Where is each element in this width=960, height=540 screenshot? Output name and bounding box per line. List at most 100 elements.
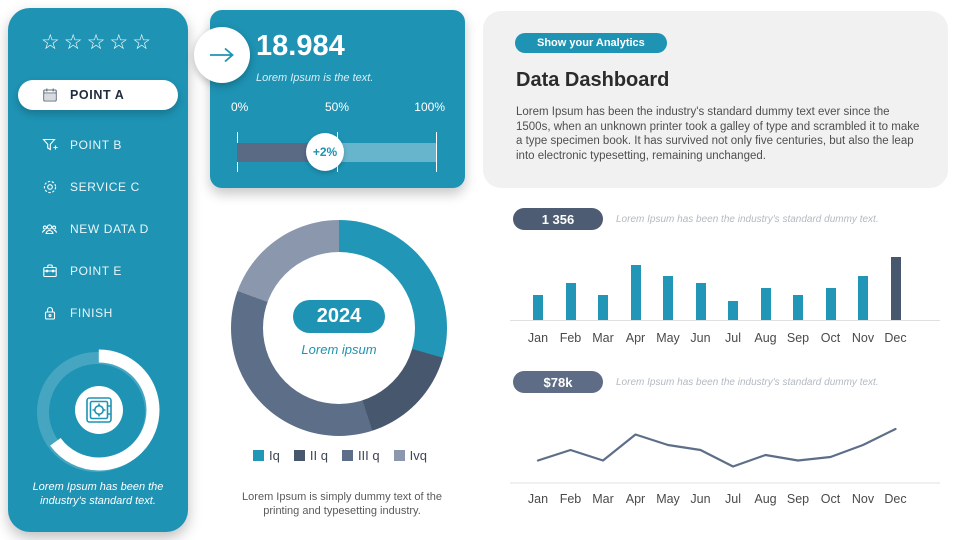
gear-icon xyxy=(41,179,58,196)
tick-100 xyxy=(436,132,437,172)
scale-label-100: 100% xyxy=(414,100,445,114)
users-icon xyxy=(41,221,58,238)
sidebar-item-service-c[interactable]: SERVICE C xyxy=(8,166,188,208)
x-label-oct: Oct xyxy=(820,492,841,506)
sidebar-item-point-a[interactable]: POINT A xyxy=(18,80,178,110)
x-label-apr: Apr xyxy=(625,331,646,345)
sidebar-item-new-data-d[interactable]: NEW DATA D xyxy=(8,208,188,250)
x-label-aug: Aug xyxy=(754,331,777,345)
kpi-caption: Lorem Ipsum is the text. xyxy=(256,72,374,84)
sidebar: ☆☆☆☆☆ POINT A POINT B SERVICE C NEW DATA D P… xyxy=(8,8,188,532)
donut-caption: Lorem Ipsum is simply dummy text of the … xyxy=(242,491,442,517)
progress-bar: +2% xyxy=(237,132,437,172)
bar-apr xyxy=(630,265,641,320)
legend-label: III q xyxy=(357,448,380,463)
sidebar-item-finish[interactable]: FINISH xyxy=(8,292,188,334)
donut-chart: 2024 Lorem ipsum xyxy=(231,220,447,436)
legend-label: Iq xyxy=(269,448,280,463)
sidebar-footer-note: Lorem Ipsum has been the industry's stan… xyxy=(32,481,164,507)
sidebar-item-label: POINT A xyxy=(70,88,125,102)
bar-aug xyxy=(760,288,771,320)
donut-center: 2024 Lorem ipsum xyxy=(263,252,415,404)
legend-item: II q xyxy=(293,448,328,463)
legend-swatch xyxy=(393,450,405,461)
x-label-dec: Dec xyxy=(884,331,907,345)
sidebar-item-point-b[interactable]: POINT B xyxy=(8,124,188,166)
stat-badge-amount: $78k xyxy=(513,371,603,393)
arrow-right-button[interactable] xyxy=(194,27,250,83)
x-label-may: May xyxy=(656,331,680,345)
bar-chart xyxy=(510,257,940,321)
donut-legend: Iq II q III q Ivq xyxy=(240,448,440,463)
lock-icon xyxy=(41,305,58,322)
legend-item: Iq xyxy=(253,448,280,463)
sidebar-item-label: POINT B xyxy=(70,138,122,152)
x-label-jul: Jul xyxy=(725,331,741,345)
x-label-oct: Oct xyxy=(820,331,841,345)
sidebar-item-label: NEW DATA D xyxy=(70,222,149,236)
sidebar-item-label: SERVICE C xyxy=(70,180,140,194)
rating-stars: ☆☆☆☆☆ xyxy=(40,31,156,54)
kpi-value: 18.984 xyxy=(256,30,345,62)
x-label-jul: Jul xyxy=(725,492,741,506)
x-label-nov: Nov xyxy=(851,492,875,506)
bar-mar xyxy=(598,295,608,320)
donut-year-pill: 2024 xyxy=(292,299,386,333)
x-label-dec: Dec xyxy=(884,492,907,506)
legend-label: Ivq xyxy=(409,448,427,463)
progress-scale-labels: 0% 50% 100% xyxy=(231,100,445,114)
donut-center-caption: Lorem ipsum xyxy=(301,341,377,357)
stat-caption-count: Lorem Ipsum has been the industry's stan… xyxy=(616,214,879,225)
safe-progress-graphic xyxy=(37,349,160,472)
x-label-jan: Jan xyxy=(527,331,549,345)
arrow-right-icon xyxy=(210,47,234,63)
bar-jan xyxy=(533,295,543,320)
legend-swatch xyxy=(253,450,265,461)
progress-change-badge: +2% xyxy=(306,133,344,171)
legend-item: III q xyxy=(341,448,380,463)
x-label-jun: Jun xyxy=(690,331,711,345)
x-label-mar: Mar xyxy=(592,331,614,345)
page-title: Data Dashboard xyxy=(516,69,670,91)
sidebar-item-point-e[interactable]: POINT E xyxy=(8,250,188,292)
legend-swatch xyxy=(341,450,353,461)
legend-label: II q xyxy=(309,448,328,463)
briefcase-icon xyxy=(41,263,58,280)
x-label-jan: Jan xyxy=(527,492,549,506)
filter-icon xyxy=(41,137,58,154)
bar-nov xyxy=(858,276,868,320)
x-label-feb: Feb xyxy=(559,331,582,345)
show-analytics-button[interactable]: Show your Analytics xyxy=(515,33,667,53)
bar-dec xyxy=(890,257,901,320)
scale-label-50: 50% xyxy=(324,100,350,114)
line-series xyxy=(536,427,897,468)
legend-swatch xyxy=(293,450,305,461)
bar-chart-x-labels: Jan Feb Mar Apr May Jun Jul Aug Sep Oct Nov Dec xyxy=(510,331,940,347)
x-label-may: May xyxy=(656,492,680,506)
x-label-apr: Apr xyxy=(625,492,646,506)
safe-icon xyxy=(86,397,112,423)
stat-caption-amount: Lorem Ipsum has been the industry's stan… xyxy=(616,377,879,388)
x-label-nov: Nov xyxy=(851,331,875,345)
bar-oct xyxy=(825,288,836,320)
page-description: Lorem Ipsum has been the industry's stan… xyxy=(516,106,920,162)
x-label-sep: Sep xyxy=(786,331,810,345)
bar-may xyxy=(663,276,673,320)
x-label-feb: Feb xyxy=(559,492,582,506)
progress-arc xyxy=(38,349,160,471)
x-label-mar: Mar xyxy=(592,492,614,506)
line-chart xyxy=(510,427,940,484)
sidebar-item-label: POINT E xyxy=(70,264,122,278)
bar-sep xyxy=(793,295,803,320)
kpi-card: 18.984 Lorem Ipsum is the text. 0% 50% 1… xyxy=(194,10,465,188)
progress-fill xyxy=(237,143,325,162)
line-chart-x-labels: Jan Feb Mar Apr May Jun Jul Aug Sep Oct Nov Dec xyxy=(510,492,940,508)
sidebar-item-label: FINISH xyxy=(70,306,113,320)
calendar-icon xyxy=(41,87,58,104)
bar-jun xyxy=(695,283,706,320)
bar-jul xyxy=(728,301,738,320)
x-label-jun: Jun xyxy=(690,492,711,506)
analytics-header-card: Show your Analytics Data Dashboard Lorem… xyxy=(483,11,948,188)
stat-badge-count: 1 356 xyxy=(513,208,603,230)
